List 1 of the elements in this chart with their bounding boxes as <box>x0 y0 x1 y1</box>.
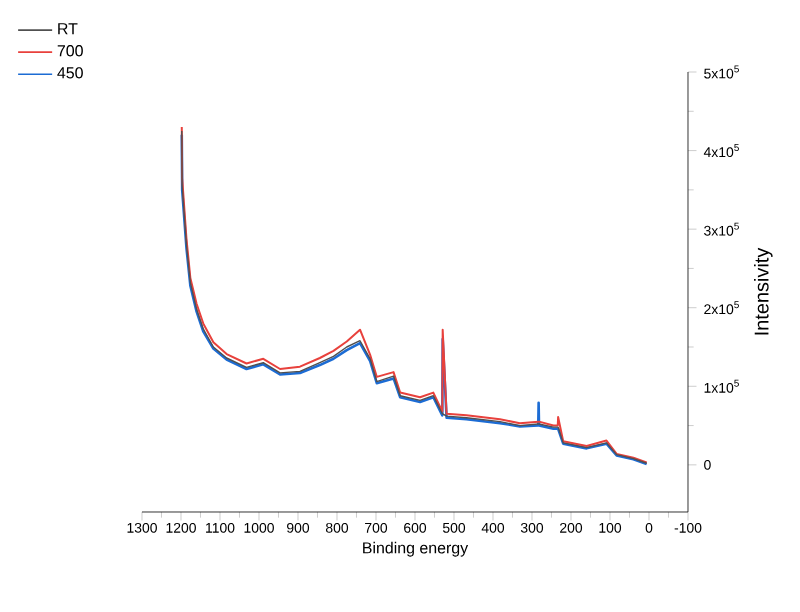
y-axis-title: Intensivity <box>754 247 773 335</box>
